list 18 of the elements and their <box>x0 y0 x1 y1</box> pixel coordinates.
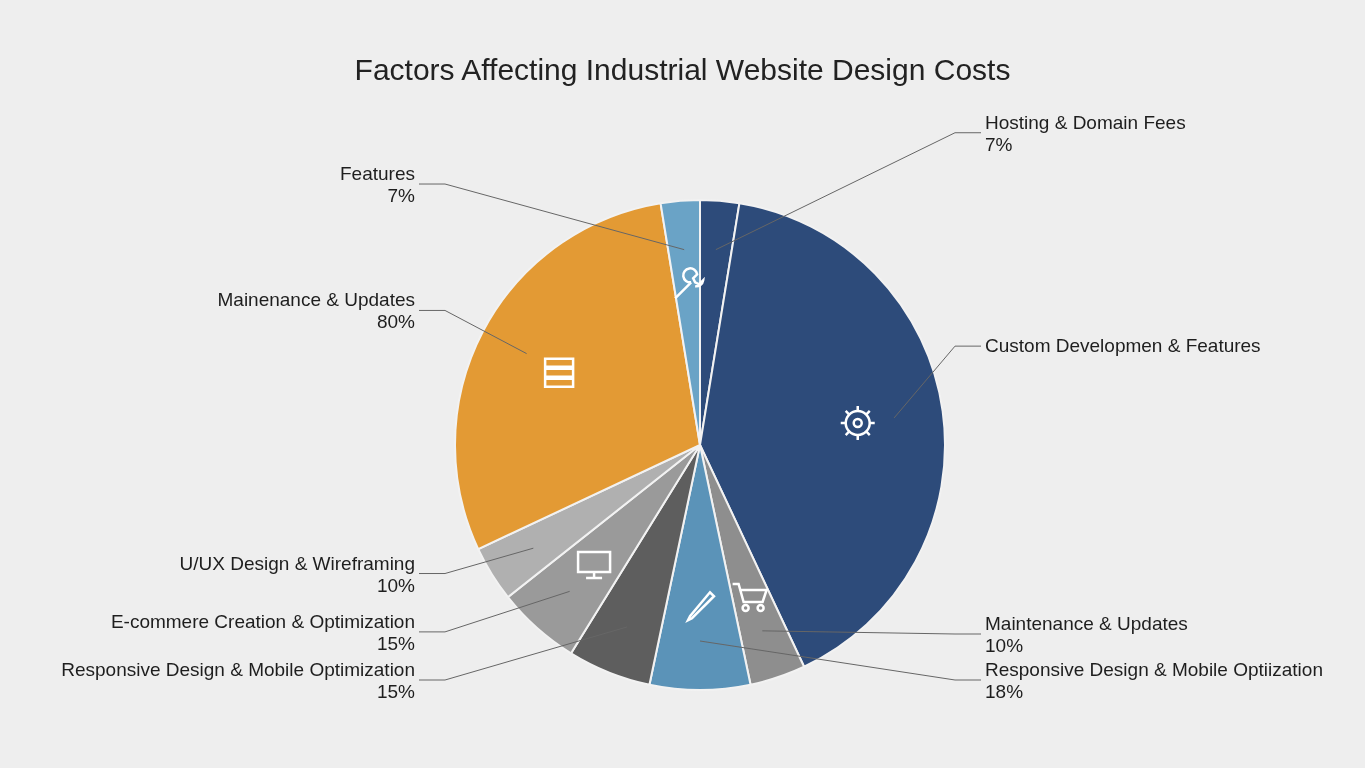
slice-label: Features <box>340 163 415 185</box>
slice-label: Maintenance & Updates <box>985 613 1188 634</box>
chart-title: Factors Affecting Industrial Website Design Costs <box>354 53 1011 86</box>
data-label: 80% <box>376 311 416 333</box>
slice-label: Responsive Design & Mobile Optimization <box>61 659 415 680</box>
slice-label: U/UX Design & Wireframing <box>179 552 415 574</box>
slice-label: E-commere Creation & Optimization <box>110 610 415 632</box>
data-label: 15% <box>376 681 416 702</box>
data-label: 10% <box>985 635 1024 656</box>
data-label: 15% <box>376 632 416 654</box>
slice-label: Responsive Design & Mobile Optiization <box>985 659 1323 680</box>
slice-label: Mainenance & Updates <box>217 289 415 311</box>
data-label: 18% <box>985 681 1024 702</box>
data-label: 7% <box>985 133 1013 155</box>
slice-label: Hosting & Domain Fees <box>985 111 1186 133</box>
slice-label: Custom Developmen & Features <box>985 335 1261 357</box>
data-label: 10% <box>376 574 416 596</box>
data-label: 7% <box>387 185 416 207</box>
